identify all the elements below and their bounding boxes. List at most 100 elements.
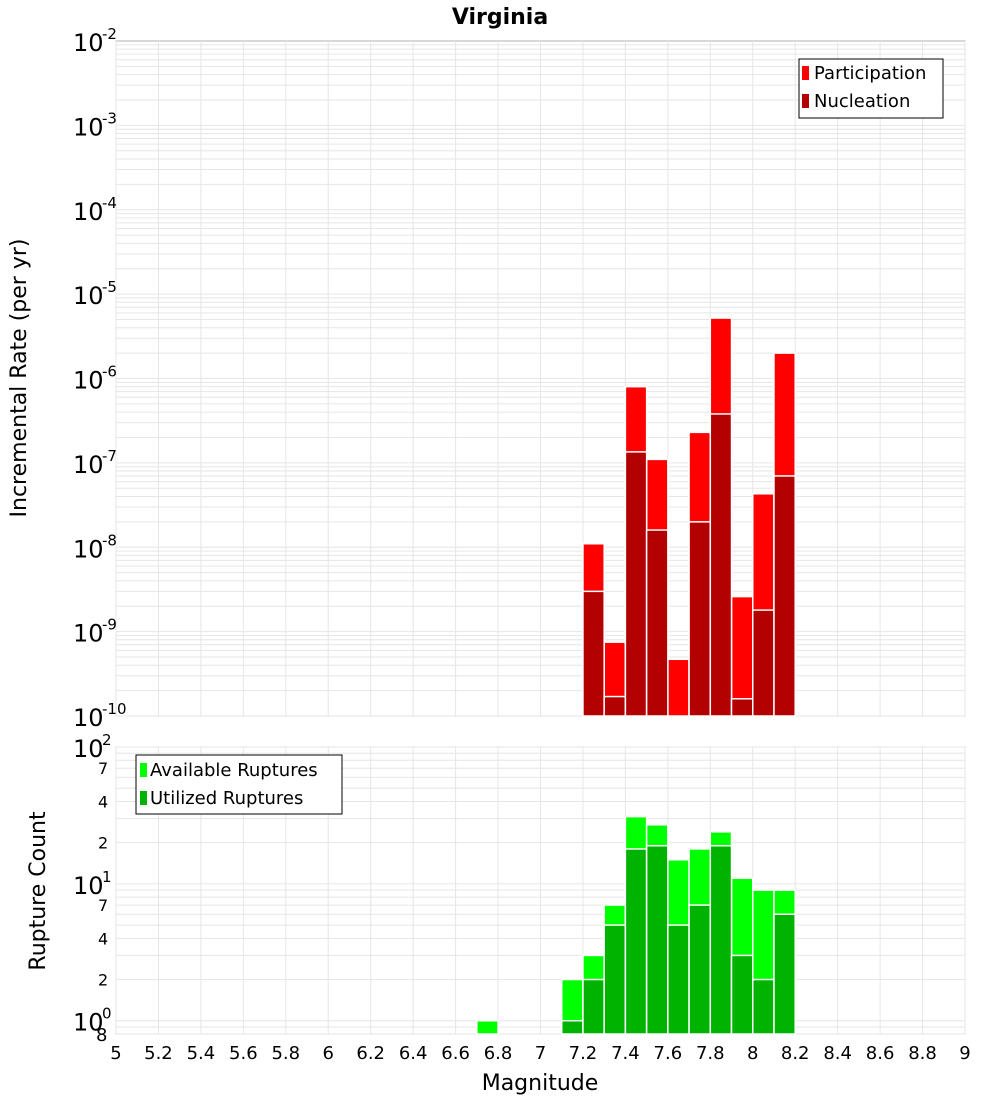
rate-y-tick-exponent: -4 — [102, 194, 117, 212]
rupture-y-minor-tick-label: 7 — [98, 896, 108, 915]
rupture-y-tick-exponent: 1 — [102, 868, 112, 886]
nucleation-bar — [688, 521, 712, 717]
rate-y-axis-ticks: 10-210-310-410-510-610-710-810-910-10 — [73, 25, 127, 732]
rate-y-tick-exponent: -8 — [102, 531, 117, 549]
rupture-y-tick-base: 10 — [73, 872, 104, 900]
rupture-y-tick-label: 100 — [73, 1005, 112, 1037]
utilized-ruptures-bar — [603, 924, 627, 1035]
available-ruptures-legend-swatch — [140, 763, 147, 777]
rate-y-tick-base: 10 — [73, 704, 104, 732]
participation-legend-swatch — [802, 66, 809, 80]
rate-plot-gridlines — [115, 41, 966, 717]
magnitude-x-tick-label: 6 — [323, 1043, 334, 1064]
rate-y-tick-exponent: -10 — [102, 700, 127, 718]
nucleation-legend-swatch — [802, 94, 809, 108]
rate-plot-bars — [582, 317, 796, 717]
utilized-ruptures-bar — [730, 954, 754, 1035]
nucleation-bar — [730, 698, 754, 717]
rupture-y-axis-label: Rupture Count — [26, 811, 51, 971]
nucleation-bar — [752, 609, 775, 717]
available-ruptures-bar — [476, 1019, 499, 1035]
rate-y-tick-label: 10-3 — [73, 109, 117, 141]
rate-y-tick-label: 10-9 — [73, 616, 117, 648]
nucleation-legend-label: Nucleation — [814, 91, 910, 112]
rate-y-tick-base: 10 — [73, 367, 104, 395]
nucleation-bar — [603, 695, 627, 717]
utilized-ruptures-bar — [560, 1019, 584, 1035]
utilized-ruptures-bar — [667, 924, 690, 1035]
magnitude-x-tick-label: 8 — [747, 1043, 758, 1064]
magnitude-x-tick-label: 5.8 — [271, 1043, 300, 1064]
rate-y-tick-base: 10 — [73, 113, 104, 141]
magnitude-x-axis-label: Magnitude — [482, 1071, 599, 1096]
participation-bar — [667, 658, 690, 717]
rupture-y-minor-tick-label: 2 — [98, 971, 108, 990]
rupture-y-tick-label: 101 — [73, 868, 112, 900]
rupture-y-tick-label: 102 — [73, 731, 112, 763]
rate-y-tick-label: 10-8 — [73, 531, 117, 563]
rate-y-tick-exponent: -6 — [102, 363, 117, 381]
rupture-legend-box — [135, 754, 343, 815]
available-ruptures-legend-label: Available Ruptures — [150, 760, 318, 781]
magnitude-x-tick-label: 6.2 — [356, 1043, 385, 1064]
utilized-ruptures-legend-swatch — [140, 791, 147, 805]
rate-y-tick-base: 10 — [73, 29, 104, 57]
rupture-y-tick-exponent: 0 — [102, 1005, 112, 1023]
magnitude-x-tick-label: 9 — [959, 1043, 970, 1064]
rupture-y-tick-exponent: 2 — [102, 731, 112, 749]
magnitude-x-tick-label: 8.6 — [866, 1043, 895, 1064]
rate-y-tick-label: 10-4 — [73, 194, 117, 226]
rate-y-tick-exponent: -5 — [102, 278, 117, 296]
utilized-ruptures-legend-label: Utilized Ruptures — [150, 788, 303, 809]
utilized-ruptures-bar — [773, 913, 796, 1035]
magnitude-x-tick-label: 7.4 — [611, 1043, 640, 1064]
rate-y-tick-label: 10-5 — [73, 278, 117, 310]
utilized-ruptures-bar — [752, 978, 775, 1035]
magnitude-x-tick-label: 5 — [110, 1043, 121, 1064]
rate-y-tick-base: 10 — [73, 451, 104, 479]
magnitude-x-tick-label: 6.4 — [399, 1043, 428, 1064]
nucleation-bar — [624, 451, 648, 717]
nucleation-bar — [709, 413, 733, 717]
utilized-ruptures-bar — [624, 848, 648, 1035]
rate-y-axis-label: Incremental Rate (per yr) — [7, 239, 32, 518]
nucleation-bar — [645, 529, 669, 717]
utilized-ruptures-bar — [582, 978, 605, 1035]
participation-legend-label: Participation — [814, 63, 926, 84]
rate-y-tick-label: 10-2 — [73, 25, 117, 57]
rupture-y-tick-base: 10 — [73, 735, 104, 763]
magnitude-x-tick-label: 8.4 — [823, 1043, 852, 1064]
rupture-y-minor-tick-label: 2 — [98, 834, 108, 853]
rate-y-tick-label: 10-10 — [73, 700, 127, 732]
rate-y-tick-base: 10 — [73, 198, 104, 226]
rate-y-tick-exponent: -2 — [102, 25, 117, 43]
magnitude-x-tick-label: 5.4 — [187, 1043, 216, 1064]
rupture-y-minor-tick-label: 8 — [96, 1025, 107, 1046]
magnitude-x-tick-label: 5.2 — [144, 1043, 173, 1064]
utilized-ruptures-bar — [645, 844, 669, 1035]
rate-y-tick-label: 10-7 — [73, 447, 117, 479]
utilized-ruptures-bar — [709, 844, 733, 1035]
nucleation-bar — [773, 475, 796, 717]
rate-legend: Participation Nucleation — [798, 58, 944, 119]
rupture-legend: Available Ruptures Utilized Ruptures — [135, 754, 343, 815]
magnitude-x-tick-label: 5.6 — [229, 1043, 258, 1064]
rate-y-tick-base: 10 — [73, 282, 104, 310]
utilized-ruptures-bar — [688, 904, 712, 1035]
magnitude-x-tick-label: 7 — [535, 1043, 546, 1064]
magnitude-x-tick-label: 7.2 — [569, 1043, 598, 1064]
magnitude-x-axis-ticks: 5 5.2 5.4 5.6 5.8 6 6.2 6.4 6.6 6.8 7 7.2 7.4 7.6 7.8 8… — [110, 1043, 970, 1064]
rate-y-tick-label: 10-6 — [73, 363, 117, 395]
rate-y-tick-exponent: -3 — [102, 109, 117, 127]
rupture-y-minor-tick-label: 4 — [98, 929, 108, 948]
magnitude-x-tick-label: 8.2 — [781, 1043, 810, 1064]
magnitude-x-tick-label: 6.6 — [441, 1043, 470, 1064]
magnitude-x-tick-label: 8.8 — [908, 1043, 937, 1064]
rate-y-tick-exponent: -7 — [102, 447, 117, 465]
rupture-plot-gridlines — [115, 746, 966, 1035]
rupture-y-minor-tick-label: 4 — [98, 792, 108, 811]
magnitude-x-tick-label: 7.8 — [696, 1043, 725, 1064]
rate-y-tick-base: 10 — [73, 535, 104, 563]
